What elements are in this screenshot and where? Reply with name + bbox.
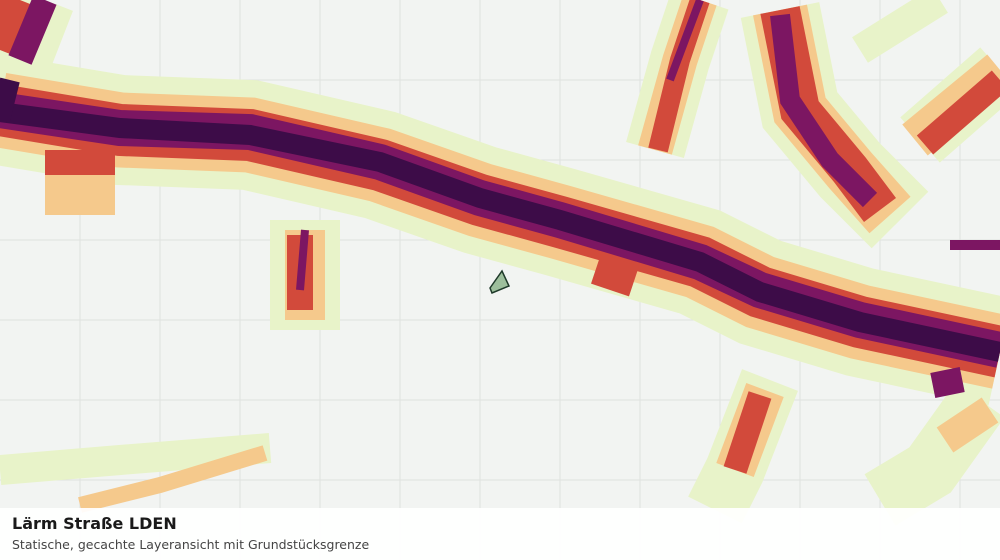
parcel-boundary[interactable] bbox=[489, 269, 511, 294]
layer-title: Lärm Straße LDEN bbox=[12, 514, 177, 533]
legend-footer: Lärm Straße LDEN Statische, gecachte Lay… bbox=[0, 508, 1000, 560]
noise-dark bbox=[0, 77, 1000, 362]
layer-subtitle: Statische, gecachte Layeransicht mit Gru… bbox=[12, 537, 370, 552]
